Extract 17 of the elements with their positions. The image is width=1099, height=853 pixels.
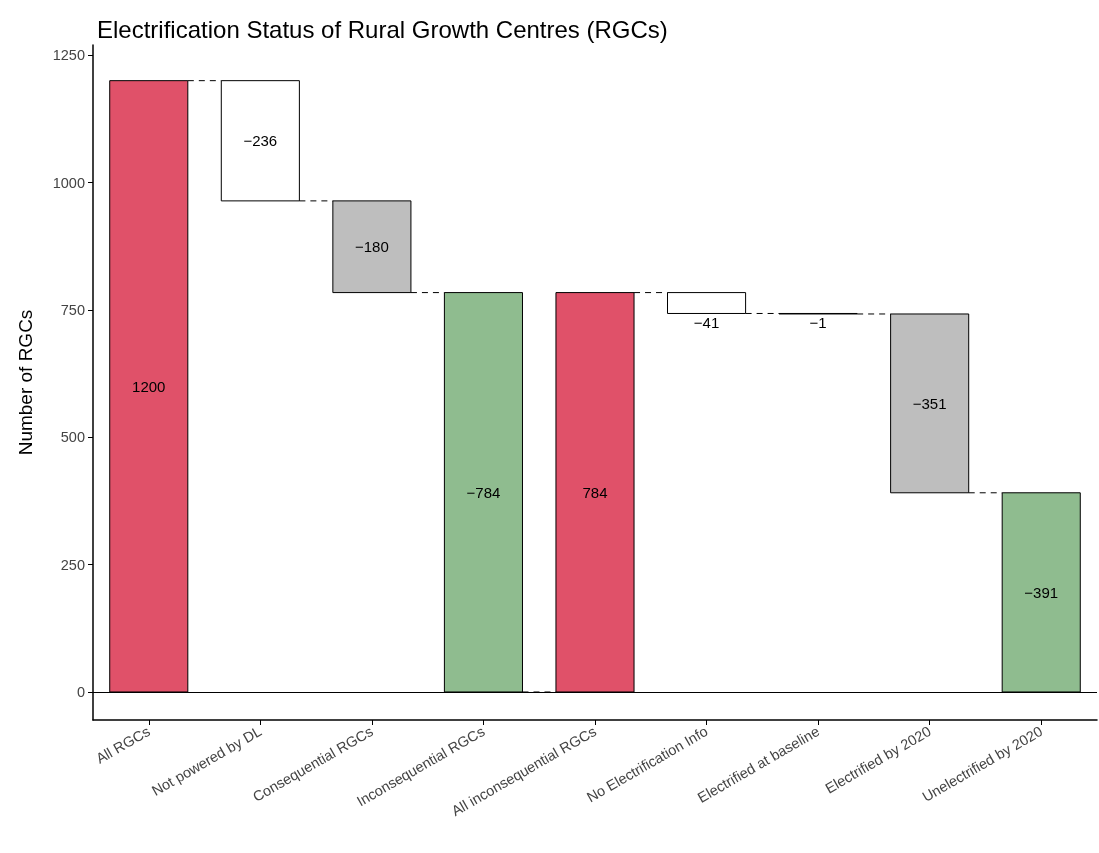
data-label: −784 <box>466 483 501 501</box>
y-tick-label: 0 <box>76 683 85 700</box>
data-label: −1 <box>809 314 827 332</box>
y-axis-title: Number of RGCs <box>15 309 36 456</box>
data-label: 1200 <box>132 377 166 395</box>
data-label: −351 <box>912 394 947 412</box>
y-tick-label: 250 <box>60 556 85 573</box>
y-tick-label: 500 <box>60 429 85 446</box>
chart-title: Electrification Status of Rural Growth Centres (RGCs) <box>97 15 668 43</box>
y-tick-label: 1250 <box>52 47 85 64</box>
data-label: −41 <box>693 313 720 331</box>
data-label: −391 <box>1024 583 1059 601</box>
data-label: 784 <box>582 483 608 501</box>
data-label: −236 <box>243 132 278 150</box>
data-label: −180 <box>354 238 389 256</box>
y-tick-label: 750 <box>60 301 85 318</box>
y-tick-label: 1000 <box>52 174 85 191</box>
